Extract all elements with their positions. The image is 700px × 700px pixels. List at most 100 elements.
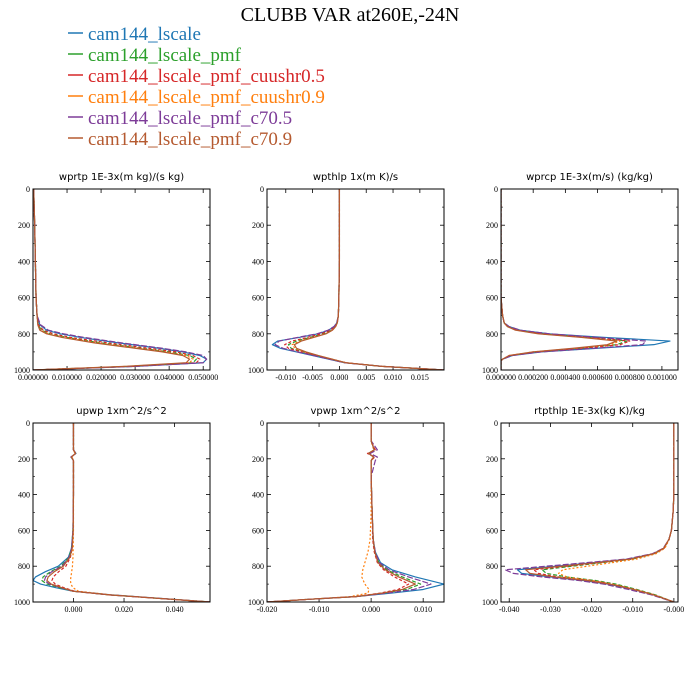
y-tick-label: 600 [18, 526, 30, 535]
chart-panel: rtpthlp 1E-3x(kg K)/kg02004006008001000-… [482, 406, 684, 614]
x-tick-label: 0.040000 [154, 373, 184, 382]
y-tick-label: 1000 [248, 366, 264, 375]
x-tick-label: 0.000 [64, 605, 82, 614]
y-tick-label: 0 [260, 185, 264, 194]
y-tick-label: 600 [252, 526, 264, 535]
series-group [33, 189, 208, 370]
legend-item: cam144_lscale_pmf [68, 45, 242, 66]
legend: cam144_lscale cam144_lscale_pmf cam144_l… [68, 24, 325, 150]
x-tick-label: 0.015 [411, 373, 429, 382]
x-tick-label: -0.030 [540, 605, 561, 614]
y-tick-label: 800 [18, 330, 30, 339]
figure-title: CLUBB VAR at260E,-24N [241, 4, 460, 26]
x-tick-label: 0.010000 [52, 373, 82, 382]
y-tick-label: 1000 [248, 598, 264, 607]
y-tick-label: 800 [486, 330, 498, 339]
chart-panel: wpthlp 1x(m K)/s 0 200 400 600 800 1000 -0.010-… [248, 172, 445, 382]
y-tick-label: 1000 [14, 366, 30, 375]
x-tick-label: -0.010 [275, 373, 296, 382]
y-tick-label: 0 [494, 419, 498, 428]
x-tick-label: -0.010 [622, 605, 643, 614]
panel-title: wpthlp 1x(m K)/s [313, 172, 398, 183]
plot-frame [500, 188, 679, 371]
x-tick-label: -0.040 [499, 605, 520, 614]
series-group [501, 189, 671, 370]
x-tick-label: 0.030000 [120, 373, 150, 382]
series-line [46, 423, 210, 602]
legend-item: cam144_lscale_pmf_cuushr0.5 [68, 66, 325, 87]
panel-title: wprcp 1E-3x(m/s) (kg/kg) [526, 172, 653, 183]
y-tick-label: 1000 [14, 598, 30, 607]
legend-label: cam144_lscale_pmf_cuushr0.9 [88, 87, 325, 108]
y-tick-label: 200 [486, 455, 498, 464]
y-tick-label: 800 [252, 330, 264, 339]
x-tick-label: 0.000400 [550, 373, 580, 382]
y-tick-label: 400 [252, 257, 264, 266]
plot-frame [32, 188, 211, 371]
series-line [293, 189, 444, 370]
chart-panel: wprtp 1E-3x(m kg)/(s kg) 0 200 400 600 800 100… [14, 172, 218, 382]
legend-item: cam144_lscale_pmf_cuushr0.9 [68, 87, 325, 108]
x-tick-label: 0.000200 [518, 373, 548, 382]
panel-title: upwp 1xm^2/s^2 [76, 406, 166, 417]
y-tick-label: 600 [486, 526, 498, 535]
legend-item: cam144_lscale_pmf_c70.9 [68, 129, 292, 150]
y-tick-label: 200 [252, 455, 264, 464]
x-tick-label: 0.005 [357, 373, 375, 382]
chart-panel: upwp 1xm^2/s^2 0 200 400 600 800 1000 0.000 0.02… [14, 406, 211, 614]
panels: wprtp 1E-3x(m kg)/(s kg) 0 200 400 600 800 100… [14, 172, 684, 614]
x-tick-label: 0.000600 [583, 373, 613, 382]
legend-label: cam144_lscale_pmf_c70.5 [88, 108, 292, 129]
legend-label: cam144_lscale_pmf [88, 45, 242, 66]
y-tick-label: 400 [486, 257, 498, 266]
panel-title: wprtp 1E-3x(m kg)/(s kg) [59, 172, 184, 183]
x-tick-label: 0.001000 [647, 373, 677, 382]
y-tick-label: 800 [18, 562, 30, 571]
y-tick-label: 200 [486, 221, 498, 230]
series-line [33, 189, 191, 370]
y-tick-label: 800 [252, 562, 264, 571]
x-tick-label: 0.020 [115, 605, 133, 614]
legend-label: cam144_lscale [88, 24, 201, 45]
x-tick-label: 0.000 [330, 373, 348, 382]
y-tick-label: 400 [486, 491, 498, 500]
y-tick-label: 1000 [482, 366, 498, 375]
x-tick-label: -0.020 [581, 605, 602, 614]
y-tick-label: 800 [486, 562, 498, 571]
legend-label: cam144_lscale_pmf_cuushr0.5 [88, 66, 325, 87]
x-tick-label: -0.005 [302, 373, 323, 382]
y-tick-label: 400 [18, 491, 30, 500]
series-group [504, 423, 675, 602]
y-tick-label: 600 [18, 294, 30, 303]
series-group [271, 189, 444, 370]
chart-panel: wprcp 1E-3x(m/s) (kg/kg) 0 200 400 600 800 100… [482, 172, 679, 382]
y-tick-label: 400 [18, 257, 30, 266]
y-tick-label: 200 [18, 221, 30, 230]
plot-frame [500, 422, 679, 603]
legend-item: cam144_lscale [68, 24, 201, 45]
x-tick-label: -0.020 [257, 605, 278, 614]
x-tick-label: 0.000000 [486, 373, 516, 382]
series-line [525, 423, 675, 602]
plot-frame [266, 422, 445, 603]
x-tick-label: 0.000000 [18, 373, 48, 382]
plot-frame [266, 188, 445, 371]
y-tick-label: 0 [26, 185, 30, 194]
y-tick-label: 200 [252, 221, 264, 230]
series-group [267, 423, 444, 602]
x-tick-label: 0.000 [362, 605, 380, 614]
x-tick-label: 0.010 [384, 373, 402, 382]
plot-frame [32, 422, 211, 603]
series-line [501, 189, 618, 370]
y-tick-label: 600 [252, 294, 264, 303]
x-tick-label: 0.010 [414, 605, 432, 614]
x-tick-label: 0.050000 [188, 373, 218, 382]
x-tick-label: 0.020000 [86, 373, 116, 382]
panel-title: vpwp 1xm^2/s^2 [310, 406, 400, 417]
y-tick-label: 400 [252, 491, 264, 500]
panel-title: rtpthlp 1E-3x(kg K)/kg [534, 406, 645, 417]
y-tick-label: 0 [260, 419, 264, 428]
x-tick-label: 0.040 [166, 605, 184, 614]
